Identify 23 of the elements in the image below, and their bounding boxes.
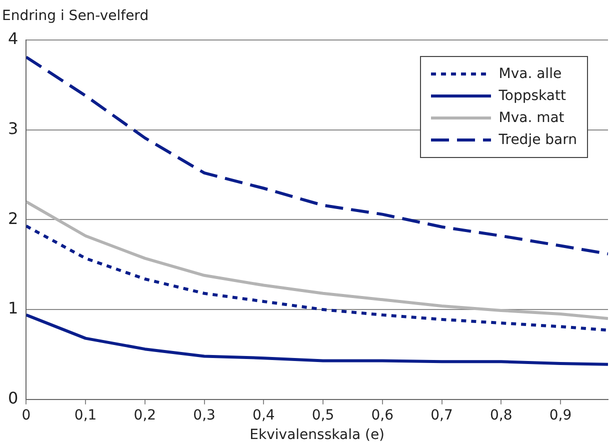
- legend-label: Mva. alle: [498, 66, 562, 82]
- x-tick-label: 0,9: [549, 407, 572, 424]
- x-tick-label: 0: [22, 407, 31, 424]
- y-tick-label: 3: [8, 119, 18, 138]
- legend-label: Tredje barn: [498, 132, 577, 148]
- x-tick-label: 0,8: [490, 407, 512, 424]
- x-tick-label: 0,3: [193, 407, 216, 424]
- legend-label: Mva. mat: [498, 110, 564, 126]
- y-tick-label: 0: [8, 388, 18, 408]
- x-tick-label: 0,7: [430, 407, 453, 424]
- y-tick-label: 2: [8, 208, 18, 228]
- y-tick-label: 4: [8, 29, 18, 48]
- x-tick-label: 0,5: [312, 407, 334, 424]
- line-series: [26, 224, 608, 332]
- x-tick-label: 0,2: [134, 407, 156, 424]
- x-tick-label: 0,1: [74, 407, 97, 424]
- y-tick-label: 1: [8, 298, 18, 318]
- legend-label: Toppskatt: [498, 88, 566, 104]
- line-series: [26, 56, 608, 256]
- x-axis-title: Ekvivalensskala (e): [250, 427, 385, 444]
- x-tick-label: 0,6: [371, 407, 394, 424]
- y-axis-title: Endring i Sen-velferd: [2, 8, 149, 24]
- x-tick-label: 0,4: [252, 407, 275, 424]
